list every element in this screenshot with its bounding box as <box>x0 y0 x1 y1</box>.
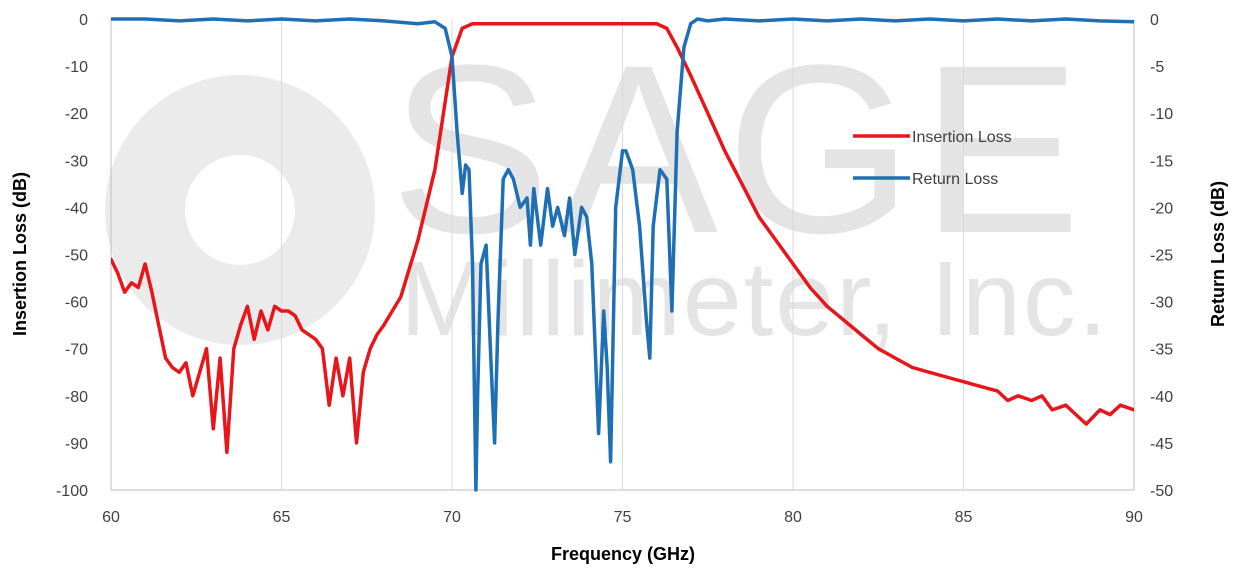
series-return-loss <box>111 17 1134 492</box>
x-axis-title: Frequency (GHz) <box>551 544 695 564</box>
y-tick-label-right: -25 <box>1150 248 1173 265</box>
y-tick-label-right: -5 <box>1150 59 1164 76</box>
y-tick-label-right: -40 <box>1150 389 1173 406</box>
x-tick-label: 80 <box>784 509 802 526</box>
legend-label: Return Loss <box>912 171 998 188</box>
x-tick-label: 90 <box>1125 509 1143 526</box>
y-tick-label-right: -20 <box>1150 200 1173 217</box>
x-tick-label: 65 <box>273 509 291 526</box>
y-tick-label-left: -80 <box>65 389 88 406</box>
legend: Insertion Loss Return Loss <box>853 129 1012 188</box>
y-axis-title-right: Return Loss (dB) <box>1208 181 1228 327</box>
series-layer <box>111 17 1134 492</box>
watermark: SAGE Millimeter, Inc. <box>105 15 1109 358</box>
y-tick-label-right: -10 <box>1150 106 1173 123</box>
y-tick-label-right: -15 <box>1150 153 1173 170</box>
x-tick-label: 85 <box>955 509 973 526</box>
y-tick-label-left: -40 <box>65 200 88 217</box>
y-tick-labels-right: 0 -5 -10 -15 -20 -25 -30 -35 -40 -45 -50 <box>1150 12 1173 500</box>
series-insertion-loss <box>111 21 1134 455</box>
y-tick-label-left: -10 <box>65 59 88 76</box>
y-axis-title-left: Insertion Loss (dB) <box>10 172 30 336</box>
legend-label: Insertion Loss <box>912 129 1012 146</box>
y-tick-label-left: -50 <box>65 248 88 265</box>
y-tick-label-right: 0 <box>1150 12 1159 29</box>
watermark-title: SAGE <box>390 15 1089 283</box>
watermark-subtitle: Millimeter, Inc. <box>400 240 1109 358</box>
y-tick-label-left: -90 <box>65 436 88 453</box>
y-tick-labels-left: 0 -10 -20 -30 -40 -50 -60 -70 -80 -90 -100 <box>56 12 88 500</box>
y-tick-label-right: -35 <box>1150 342 1173 359</box>
y-tick-label-left: 0 <box>79 12 88 29</box>
watermark-logo-inner <box>185 155 295 265</box>
y-tick-label-left: -30 <box>65 153 88 170</box>
y-tick-label-left: -60 <box>65 295 88 312</box>
gridlines <box>281 19 964 490</box>
y-tick-label-left: -20 <box>65 106 88 123</box>
y-tick-label-left: -70 <box>65 342 88 359</box>
y-tick-label-left: -100 <box>56 483 88 500</box>
y-tick-label-right: -45 <box>1150 436 1173 453</box>
y-tick-label-right: -50 <box>1150 483 1173 500</box>
x-tick-label: 70 <box>443 509 461 526</box>
x-tick-label: 75 <box>614 509 632 526</box>
y-tick-label-right: -30 <box>1150 295 1173 312</box>
x-tick-labels: 60 65 70 75 80 85 90 <box>102 509 1143 526</box>
x-tick-label: 60 <box>102 509 120 526</box>
